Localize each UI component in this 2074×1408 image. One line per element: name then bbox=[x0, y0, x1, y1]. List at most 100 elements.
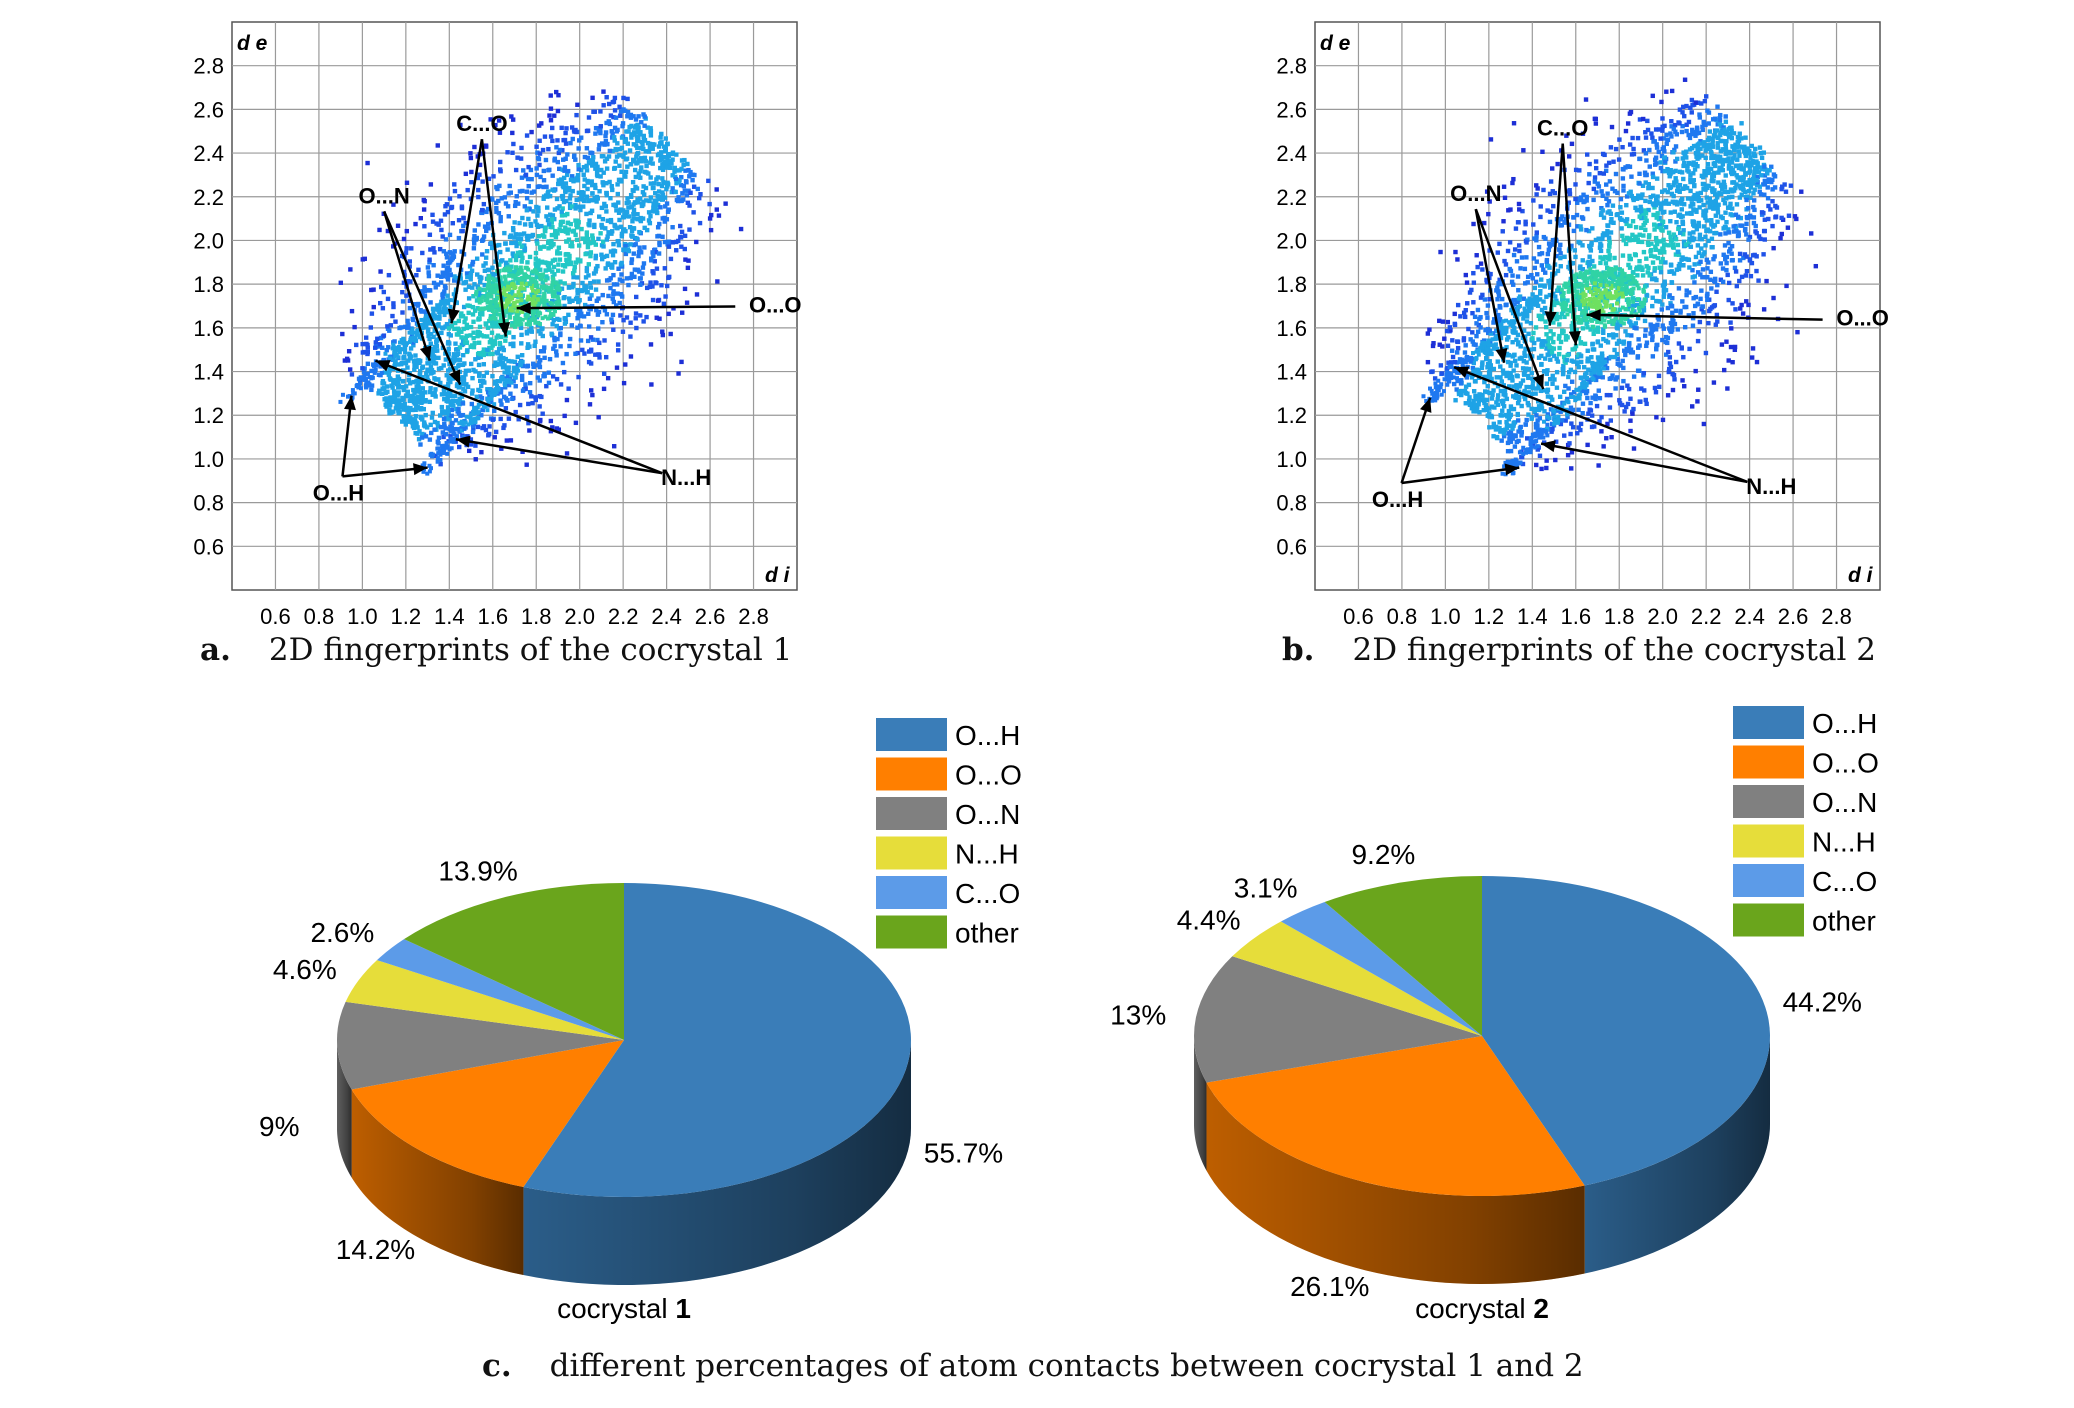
fingerprint-point bbox=[498, 398, 503, 403]
fingerprint-point bbox=[1555, 268, 1561, 274]
fingerprint-point bbox=[581, 204, 586, 209]
fingerprint-point bbox=[606, 293, 611, 299]
fingerprint-point bbox=[528, 370, 533, 375]
fingerprint-point bbox=[1733, 212, 1739, 217]
fingerprint-point bbox=[404, 293, 409, 298]
fingerprint-point bbox=[501, 286, 506, 291]
fingerprint-point bbox=[1534, 259, 1539, 264]
fingerprint-point bbox=[496, 118, 502, 123]
fingerprint-point bbox=[499, 446, 504, 451]
fingerprint-point bbox=[1734, 202, 1740, 207]
y-axis-label: d e bbox=[237, 32, 268, 55]
fingerprint-point bbox=[1633, 205, 1638, 211]
fingerprint-point bbox=[356, 385, 361, 390]
fingerprint-point bbox=[547, 288, 552, 293]
fingerprint-point bbox=[1688, 177, 1693, 182]
fingerprint-point bbox=[515, 315, 520, 320]
fingerprint-point bbox=[513, 384, 518, 389]
fingerprint-point bbox=[1673, 159, 1678, 164]
fingerprint-point bbox=[1645, 118, 1650, 124]
fingerprint-point bbox=[531, 315, 536, 320]
fingerprint-point bbox=[497, 167, 503, 172]
fingerprint-point bbox=[1533, 325, 1539, 330]
fingerprint-point bbox=[1761, 252, 1766, 257]
fingerprint-point bbox=[670, 173, 675, 178]
fingerprint-point bbox=[1463, 384, 1469, 389]
fingerprint-point bbox=[1533, 302, 1539, 307]
fingerprint-point bbox=[659, 283, 664, 288]
fingerprint-point bbox=[506, 330, 512, 335]
fingerprint-point bbox=[1547, 376, 1553, 382]
fingerprint-point bbox=[668, 256, 674, 262]
fingerprint-point bbox=[1685, 196, 1691, 201]
fingerprint-point bbox=[631, 251, 636, 256]
fingerprint-point bbox=[660, 332, 666, 338]
fingerprint-point bbox=[499, 196, 504, 201]
fingerprint-point bbox=[1490, 331, 1496, 336]
fingerprint-point bbox=[460, 421, 465, 426]
fingerprint-point bbox=[502, 370, 507, 375]
fingerprint-point bbox=[1660, 116, 1665, 121]
x-tick-label: 1.0 bbox=[347, 604, 378, 629]
fingerprint-point bbox=[518, 301, 524, 306]
fingerprint-point bbox=[548, 134, 554, 139]
fingerprint-point bbox=[548, 106, 554, 111]
fingerprint-point bbox=[618, 177, 623, 183]
fingerprint-point bbox=[643, 149, 648, 154]
fingerprint-point bbox=[616, 200, 621, 205]
fingerprint-point bbox=[591, 240, 597, 245]
fingerprint-point bbox=[432, 427, 437, 432]
fingerprint-point bbox=[1615, 356, 1620, 362]
fingerprint-point bbox=[443, 298, 448, 303]
fingerprint-point bbox=[432, 328, 438, 334]
fingerprint-point bbox=[1581, 317, 1586, 323]
fingerprint-point bbox=[1722, 224, 1728, 230]
fingerprint-point bbox=[556, 289, 561, 295]
fingerprint-point bbox=[482, 282, 487, 288]
fingerprint-point bbox=[1608, 220, 1614, 225]
fingerprint-point bbox=[1658, 201, 1663, 206]
fingerprint-point bbox=[604, 253, 610, 259]
fingerprint-point bbox=[1747, 177, 1752, 183]
fingerprint-point bbox=[648, 214, 653, 219]
fingerprint-point bbox=[621, 107, 626, 112]
fingerprint-point bbox=[438, 457, 443, 462]
fingerprint-point bbox=[418, 442, 423, 447]
fingerprint-point bbox=[449, 446, 454, 451]
fingerprint-point bbox=[573, 157, 578, 162]
fingerprint-point bbox=[1555, 300, 1560, 306]
fingerprint-point bbox=[532, 343, 537, 349]
fingerprint-point bbox=[1677, 230, 1683, 236]
fingerprint-point bbox=[1692, 167, 1698, 172]
fingerprint-point bbox=[542, 373, 547, 379]
fingerprint-point bbox=[492, 381, 497, 386]
fingerprint-point bbox=[423, 309, 428, 314]
annotation-arrow-head bbox=[455, 435, 471, 448]
fingerprint-point bbox=[1726, 240, 1731, 246]
fingerprint-point bbox=[547, 113, 552, 118]
fingerprint-point bbox=[1558, 409, 1563, 414]
fingerprint-point bbox=[1745, 182, 1751, 188]
fingerprint-point bbox=[401, 280, 407, 285]
fingerprint-point bbox=[1666, 369, 1671, 375]
fingerprint-point bbox=[539, 276, 544, 281]
fingerprint-point bbox=[1566, 200, 1571, 205]
fingerprint-point bbox=[494, 295, 499, 300]
fingerprint-point bbox=[427, 437, 433, 442]
fingerprint-point bbox=[465, 434, 470, 439]
fingerprint-point bbox=[663, 294, 668, 299]
fingerprint-point bbox=[497, 356, 502, 361]
fingerprint-point bbox=[1613, 171, 1619, 177]
fingerprint-point bbox=[419, 289, 424, 294]
fingerprint-point bbox=[605, 234, 610, 239]
fingerprint-point bbox=[593, 185, 598, 191]
fingerprint-point bbox=[429, 430, 434, 436]
fingerprint-point bbox=[428, 389, 433, 395]
fingerprint-point bbox=[474, 289, 479, 294]
fingerprint-point bbox=[438, 280, 444, 285]
fingerprint-point bbox=[1695, 399, 1700, 404]
fingerprint-point bbox=[451, 403, 456, 408]
fingerprint-point bbox=[619, 234, 625, 239]
fingerprint-point bbox=[547, 267, 552, 272]
fingerprint-point bbox=[536, 208, 541, 214]
